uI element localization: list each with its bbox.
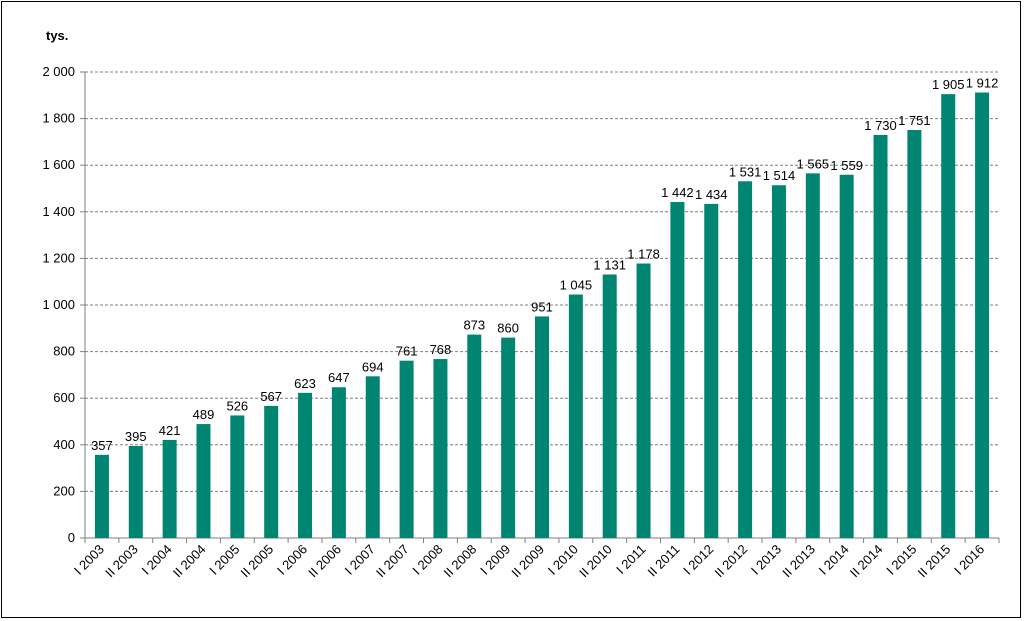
data-label: 357: [91, 438, 113, 453]
bar: [839, 174, 854, 539]
data-label: 421: [159, 423, 181, 438]
data-label: 1 912: [966, 76, 999, 91]
x-tick-label: I 2016: [951, 542, 987, 578]
data-label: 647: [328, 370, 350, 385]
bar: [975, 92, 990, 538]
bar: [636, 263, 651, 538]
bar: [535, 316, 549, 538]
x-tick-label: I 2007: [342, 542, 378, 578]
bar: [128, 445, 143, 538]
x-tick-label: I 2003: [71, 542, 107, 578]
data-label: 1 178: [627, 247, 660, 262]
x-tick-label: I 2011: [613, 542, 648, 577]
bar: [230, 415, 245, 538]
data-label: 873: [463, 318, 485, 333]
data-label: 1 730: [864, 118, 897, 133]
data-label: 623: [294, 376, 316, 391]
x-tick-label: II 2011: [644, 542, 682, 580]
x-tick-label: II 2012: [712, 542, 751, 581]
data-label: 1 442: [661, 185, 694, 200]
bar: [568, 294, 583, 538]
bar: [433, 359, 448, 538]
data-label: 860: [497, 321, 519, 336]
data-label: 1 905: [932, 77, 965, 92]
data-label: 1 751: [898, 113, 931, 128]
bar: [873, 134, 888, 538]
y-tick-label: 1 200: [42, 250, 75, 265]
y-tick-label: 200: [53, 483, 75, 498]
y-tick-label: 2 000: [42, 64, 75, 79]
y-tick-label: 400: [53, 437, 75, 452]
data-label: 1 514: [763, 168, 796, 183]
data-label: 951: [531, 299, 553, 314]
data-label: 1 565: [797, 156, 830, 171]
x-tick-label: II 2006: [305, 542, 344, 581]
bar: [298, 392, 313, 538]
x-tick-label: II 2009: [508, 542, 547, 581]
bar: [399, 360, 414, 538]
bar: [738, 181, 753, 539]
bar: [467, 334, 482, 538]
bar: [907, 130, 922, 538]
x-tick-label: I 2015: [883, 542, 919, 578]
y-tick-label: 0: [68, 530, 75, 545]
data-label: 526: [226, 398, 248, 413]
x-tick-label: I 2008: [409, 542, 445, 578]
data-label: 1 131: [593, 257, 626, 272]
y-tick-label: 600: [53, 390, 75, 405]
bar: [670, 202, 685, 538]
y-tick-label: 1 400: [42, 204, 75, 219]
bar: [162, 439, 177, 538]
y-tick-label: 1 600: [42, 157, 75, 172]
bar: [805, 173, 820, 539]
x-tick-label: I 2004: [139, 542, 175, 578]
bar: [602, 274, 617, 538]
x-tick-label: I 2014: [816, 542, 852, 578]
x-tick-label: II 2004: [170, 542, 209, 581]
bar: [941, 94, 956, 538]
y-tick-label: 1 000: [42, 297, 75, 312]
y-tick-label: 800: [53, 344, 75, 359]
data-label: 768: [430, 342, 452, 357]
x-tick-label: II 2003: [102, 542, 141, 581]
x-tick-label: II 2010: [576, 542, 615, 581]
x-tick-label: II 2008: [441, 542, 480, 581]
bar: [196, 424, 211, 538]
x-tick-label: I 2010: [545, 542, 581, 578]
x-tick-label: I 2013: [748, 542, 784, 578]
data-label: 1 434: [695, 187, 728, 202]
data-label: 395: [125, 429, 147, 444]
x-tick-label: I 2006: [274, 542, 310, 578]
data-label: 1 559: [830, 158, 863, 173]
x-tick-label: II 2013: [779, 542, 818, 581]
y-unit-label: tys.: [46, 28, 69, 43]
data-label: 761: [396, 344, 418, 359]
bar: [771, 185, 786, 538]
bar: [365, 376, 380, 538]
data-label: 1 045: [560, 278, 593, 293]
bar: [704, 203, 719, 539]
bar: [331, 387, 346, 538]
bar: [264, 405, 279, 538]
data-label: 567: [260, 389, 282, 404]
x-tick-label: II 2007: [373, 542, 412, 581]
data-label: 489: [193, 407, 215, 422]
data-label: 694: [362, 359, 384, 374]
x-tick-label: II 2005: [238, 542, 277, 581]
x-tick-label: II 2014: [847, 542, 886, 581]
bar: [94, 454, 109, 538]
y-tick-label: 1 800: [42, 111, 75, 126]
x-tick-label: I 2005: [206, 542, 242, 578]
x-tick-label: I 2012: [680, 542, 716, 578]
bar: [501, 337, 516, 538]
x-tick-label: I 2009: [477, 542, 513, 578]
data-label: 1 531: [729, 164, 762, 179]
x-tick-label: II 2015: [915, 542, 954, 581]
